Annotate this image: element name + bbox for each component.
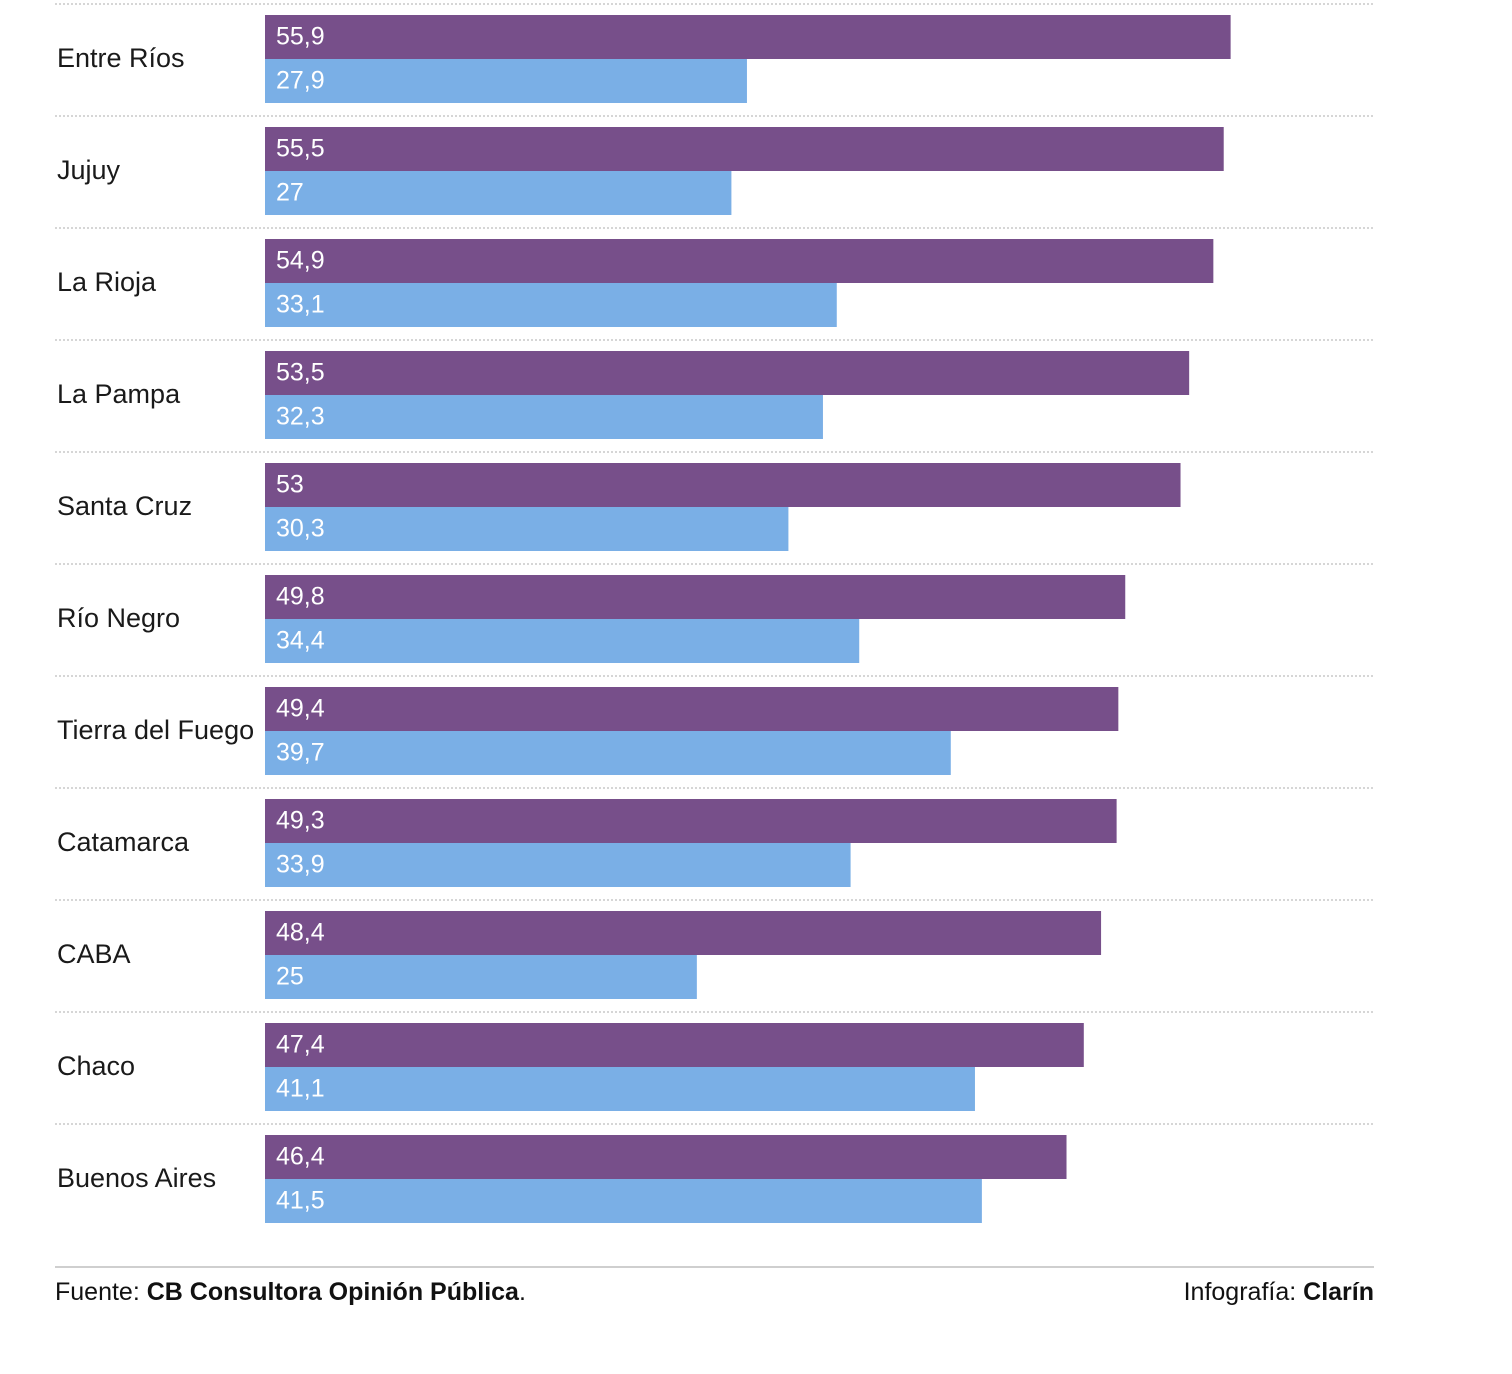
infographic-credit: Infografía: Clarín: [1184, 1278, 1374, 1307]
bar: [265, 955, 697, 999]
bar: [265, 1067, 975, 1111]
chart-footer: Fuente: CB Consultora Opinión Pública. I…: [55, 1266, 1374, 1307]
data-label: 48,4: [276, 919, 325, 947]
data-label: 25: [276, 963, 304, 991]
bar: [265, 463, 1181, 507]
category-label: Buenos Aires: [57, 1163, 216, 1193]
category-label: Entre Ríos: [57, 43, 185, 73]
bar: [265, 1135, 1067, 1179]
data-label: 32,3: [276, 403, 325, 431]
data-label: 39,7: [276, 739, 325, 767]
data-label: 47,4: [276, 1031, 325, 1059]
category-label: La Rioja: [57, 267, 157, 297]
data-label: 49,3: [276, 807, 325, 835]
data-label: 33,1: [276, 291, 325, 319]
source-name: CB Consultora Opinión Pública: [146, 1278, 519, 1306]
category-label: Jujuy: [57, 155, 121, 185]
source-prefix: Fuente:: [55, 1278, 147, 1306]
bar: [265, 127, 1224, 171]
data-label: 55,9: [276, 23, 325, 51]
bar: [265, 911, 1102, 955]
category-label: Río Negro: [57, 603, 180, 633]
data-label: 54,9: [276, 247, 325, 275]
data-label: 55,5: [276, 135, 325, 163]
category-label: CABA: [57, 939, 131, 969]
data-label: 27,9: [276, 67, 325, 95]
bar: [265, 619, 860, 663]
data-label: 49,4: [276, 695, 325, 723]
bar: [265, 1179, 982, 1223]
credit-prefix: Infografía:: [1183, 1278, 1304, 1306]
data-label: 34,4: [276, 627, 325, 655]
category-label: Catamarca: [57, 827, 190, 857]
category-label: Chaco: [57, 1051, 135, 1081]
data-label: 53: [276, 471, 304, 499]
bar: [265, 59, 747, 103]
bar: [265, 283, 837, 327]
bar: [265, 351, 1190, 395]
data-label: 41,1: [276, 1075, 325, 1103]
bar: [265, 731, 951, 775]
bar: [265, 171, 732, 215]
bar: [265, 575, 1126, 619]
bar: [265, 843, 851, 887]
bar: [265, 799, 1117, 843]
bar: [265, 15, 1231, 59]
category-label: Santa Cruz: [57, 491, 192, 521]
data-label: 46,4: [276, 1143, 325, 1171]
data-label: 30,3: [276, 515, 325, 543]
bar: [265, 507, 789, 551]
source-suffix: .: [518, 1278, 526, 1306]
bar: [265, 687, 1119, 731]
data-label: 27: [276, 179, 304, 207]
data-label: 41,5: [276, 1187, 325, 1215]
source-credit: Fuente: CB Consultora Opinión Pública.: [55, 1278, 526, 1307]
data-label: 49,8: [276, 583, 325, 611]
bar-chart: Entre Ríos 55,9 27,9 Jujuy 55,5 27 La Rioja 54,…: [55, 3, 1374, 1223]
bar: [265, 239, 1214, 283]
data-label: 53,5: [276, 359, 325, 387]
bar: [265, 395, 823, 439]
bar: [265, 1023, 1084, 1067]
credit-name: Clarín: [1303, 1278, 1374, 1306]
data-label: 33,9: [276, 851, 325, 879]
category-label: La Pampa: [57, 379, 181, 409]
category-label: Tierra del Fuego: [57, 715, 254, 745]
